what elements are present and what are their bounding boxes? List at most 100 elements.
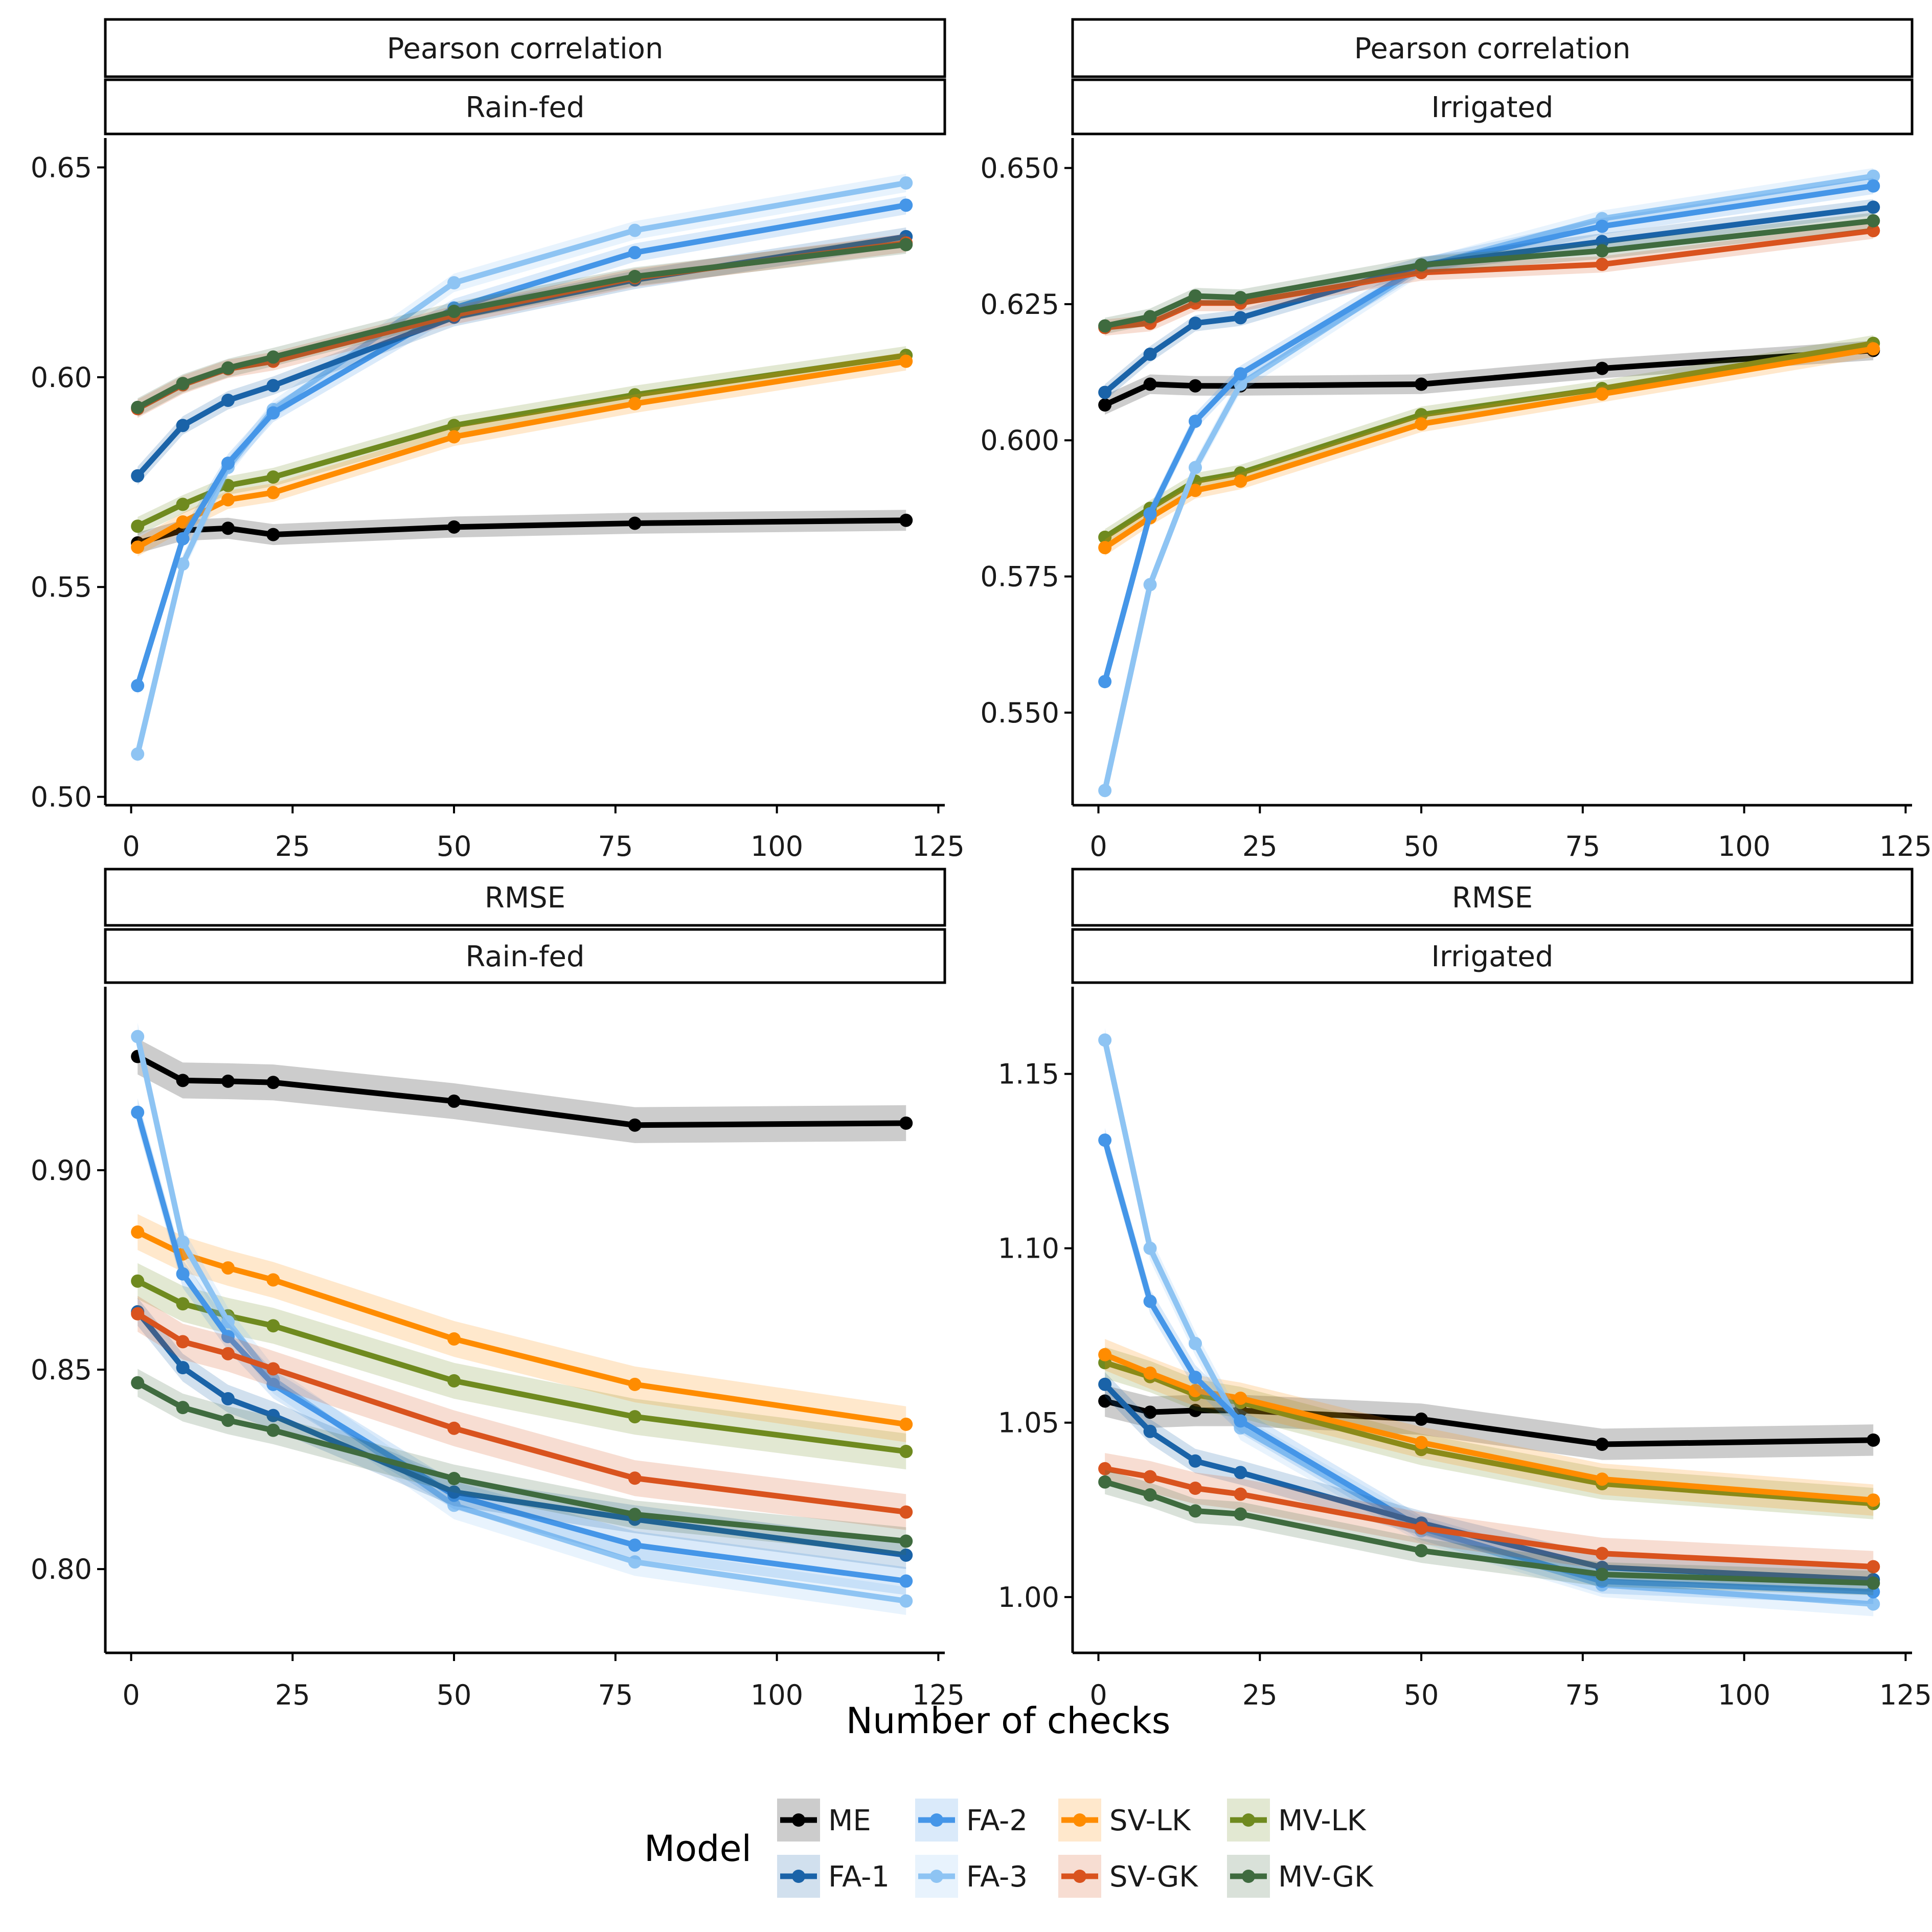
panel-4-point-sv-lk bbox=[1234, 1391, 1247, 1405]
panel-4-point-sv-gk bbox=[1188, 1482, 1202, 1495]
panel-3-point-sv-gk bbox=[266, 1362, 280, 1376]
legend-label: FA-1 bbox=[828, 1860, 890, 1894]
panel-2-y-tick-label: 0.650 bbox=[980, 152, 1059, 185]
panel-2-x-tick-label: 0 bbox=[1089, 830, 1107, 862]
panel-1-point-sv-lk bbox=[221, 493, 235, 507]
panel-1-y-tick-label: 0.50 bbox=[31, 781, 92, 813]
panel-3-point-sv-lk bbox=[266, 1273, 280, 1287]
panel-1-point-fa-3 bbox=[628, 223, 642, 237]
panel-3-point-me bbox=[221, 1074, 235, 1088]
panel-4-point-sv-gk bbox=[1143, 1470, 1157, 1484]
panel-4-point-mv-gk bbox=[1143, 1488, 1157, 1502]
panel-1-point-mv-lk bbox=[221, 479, 235, 492]
panel-1-point-me bbox=[628, 516, 642, 530]
panel-3-point-sv-gk bbox=[447, 1421, 461, 1435]
panel-2-point-mv-gk bbox=[1415, 258, 1428, 272]
panel-3-point-fa-2 bbox=[131, 1105, 145, 1119]
panel-4-point-sv-gk bbox=[1867, 1560, 1880, 1574]
panel-1-point-mv-gk bbox=[628, 269, 642, 283]
panel-2-point-sv-lk bbox=[1188, 484, 1202, 497]
panel-2-point-fa-1 bbox=[1234, 311, 1247, 325]
panel-1-point-mv-gk bbox=[176, 377, 190, 391]
legend-label: SV-LK bbox=[1109, 1804, 1191, 1837]
panel-1-strip-top-box bbox=[104, 18, 946, 78]
panel-1-strip-top-label: Pearson correlation bbox=[387, 32, 664, 65]
panel-4-point-mv-gk bbox=[1234, 1507, 1247, 1521]
panel-4-series-me bbox=[1098, 1385, 1880, 1460]
panel-4-point-me bbox=[1098, 1394, 1112, 1408]
panel-4-point-sv-gk bbox=[1234, 1487, 1247, 1501]
legend-item-sv-lk: SV-LK bbox=[1058, 1799, 1191, 1842]
panel-2-point-fa-1 bbox=[1143, 347, 1157, 361]
panel-1-x-tick-label: 125 bbox=[912, 830, 965, 862]
panel-3-point-sv-lk bbox=[628, 1377, 642, 1391]
panel-3-point-sv-gk bbox=[131, 1307, 145, 1321]
panel-2-point-fa-1 bbox=[1595, 235, 1609, 248]
panel-4-point-fa-3 bbox=[1143, 1241, 1157, 1255]
panel-3-point-fa-2 bbox=[221, 1330, 235, 1344]
panel-1-series-mv-gk bbox=[131, 235, 913, 417]
panel-1-point-fa-2 bbox=[131, 679, 145, 693]
panel-2-point-fa-3 bbox=[1867, 169, 1880, 183]
panel-2-point-fa-2 bbox=[1188, 414, 1202, 428]
panel-3-point-sv-lk bbox=[899, 1417, 913, 1431]
panel-2-strip-bottom-box bbox=[1071, 78, 1914, 135]
panel-2-y-tick-label: 0.575 bbox=[980, 561, 1059, 593]
panel-3-point-mv-gk bbox=[628, 1508, 642, 1521]
legend-label: MV-LK bbox=[1278, 1804, 1367, 1837]
panel-4-point-me bbox=[1143, 1405, 1157, 1419]
legend-item-fa-1: FA-1 bbox=[777, 1855, 890, 1898]
panel-4-point-sv-lk bbox=[1098, 1348, 1112, 1361]
panel-1-point-fa-1 bbox=[266, 379, 280, 393]
panel-3-strip-bottom-box bbox=[104, 928, 946, 984]
panel-4-point-fa-2 bbox=[1098, 1133, 1112, 1147]
panel-2-point-sv-lk bbox=[1098, 541, 1112, 555]
panel-4-point-mv-gk bbox=[1098, 1475, 1112, 1489]
panel-3-strip-bottom-label: Rain-fed bbox=[466, 940, 585, 973]
panel-2-point-mv-gk bbox=[1098, 319, 1112, 333]
panel-3-series-mv-gk bbox=[131, 1369, 913, 1555]
panel-4-band-sv-gk bbox=[1105, 1453, 1874, 1583]
legend-item-fa-2: FA-2 bbox=[915, 1799, 1028, 1842]
panel-1-point-fa-2 bbox=[176, 532, 190, 545]
panel-2-series-mv-gk bbox=[1098, 212, 1880, 334]
panel-1-point-mv-gk bbox=[221, 361, 235, 375]
panel-4-series-fa-1 bbox=[1098, 1372, 1880, 1592]
panel-4-y-tick-label: 1.15 bbox=[998, 1058, 1059, 1090]
panel-3-band-sv-lk bbox=[138, 1214, 906, 1443]
panel-1-point-fa-2 bbox=[266, 406, 280, 420]
panel-1-strip-bottom-box bbox=[104, 78, 946, 135]
panel-2-point-mv-gk bbox=[1867, 214, 1880, 228]
panel-4-point-sv-gk bbox=[1415, 1521, 1428, 1535]
panel-2-point-mv-gk bbox=[1143, 310, 1157, 324]
panel-4-point-sv-gk bbox=[1595, 1547, 1609, 1560]
panel-2-point-mv-lk bbox=[1415, 408, 1428, 422]
panel-2-y-tick-label: 0.625 bbox=[980, 288, 1059, 321]
panel-4-point-fa-1 bbox=[1098, 1377, 1112, 1391]
panel-2-point-sv-lk bbox=[1595, 387, 1609, 401]
panel-2-point-me bbox=[1098, 398, 1112, 412]
panel-4-band-fa-3 bbox=[1105, 1028, 1874, 1617]
panel-1-strip-bottom-label: Rain-fed bbox=[466, 91, 585, 124]
panel-4-point-sv-lk bbox=[1867, 1493, 1880, 1507]
panel-1-point-sv-lk bbox=[628, 397, 642, 411]
panel-1-point-fa-1 bbox=[176, 419, 190, 433]
panel-3-series-fa-2 bbox=[131, 1098, 913, 1595]
panel-3-x-tick-label: 25 bbox=[275, 1679, 310, 1711]
panel-4-strip-top-box bbox=[1071, 868, 1914, 927]
panel-4-series-sv-gk bbox=[1098, 1453, 1880, 1583]
panel-3-point-mv-gk bbox=[221, 1414, 235, 1427]
panel-3-point-mv-gk bbox=[447, 1472, 461, 1486]
panel-4-x-tick-label: 50 bbox=[1404, 1679, 1439, 1711]
panel-2-point-fa-1 bbox=[1867, 200, 1880, 214]
legend-item-mv-lk: MV-LK bbox=[1227, 1799, 1367, 1842]
panel-3-x-tick-label: 75 bbox=[598, 1679, 633, 1711]
panel-3-series-sv-lk bbox=[131, 1214, 913, 1443]
panel-4-strip-bottom-label: Irrigated bbox=[1431, 940, 1554, 973]
panel-4-series-mv-gk bbox=[1098, 1469, 1880, 1596]
panel-1-point-me bbox=[221, 521, 235, 535]
panel-3-band-mv-gk bbox=[138, 1369, 906, 1555]
panel-4-point-mv-gk bbox=[1188, 1504, 1202, 1518]
panel-3-point-fa-3 bbox=[176, 1235, 190, 1249]
panel-1-point-fa-3 bbox=[131, 747, 145, 761]
